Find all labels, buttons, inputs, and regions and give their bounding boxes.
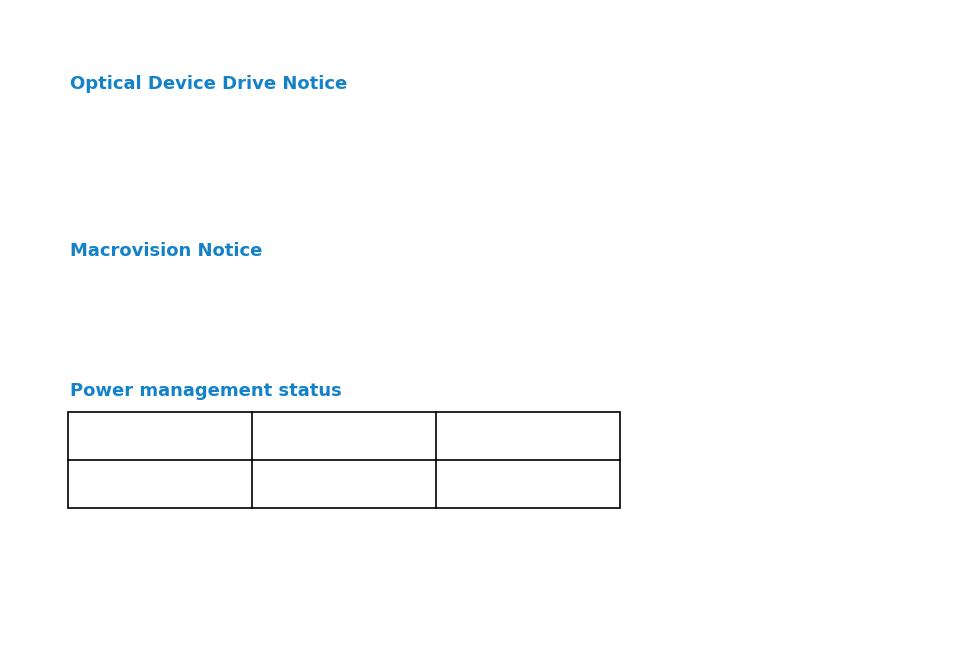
Text: Power management status: Power management status [70, 382, 341, 400]
Text: Optical Device Drive Notice: Optical Device Drive Notice [70, 75, 347, 93]
Bar [68, 412, 619, 508]
Text: Macrovision Notice: Macrovision Notice [70, 242, 262, 260]
